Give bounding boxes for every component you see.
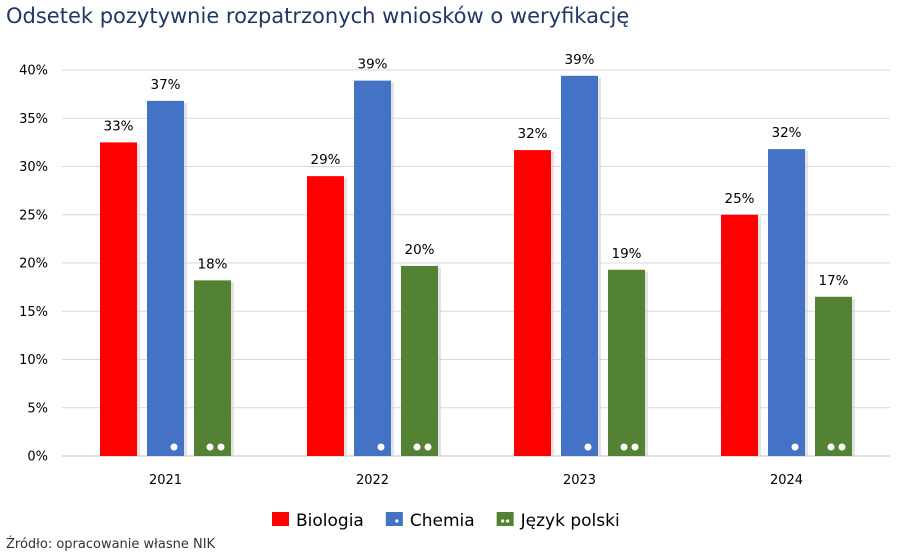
legend-swatch [385, 512, 403, 526]
x-tick-label: 2021 [149, 473, 182, 488]
bar-biologia [721, 214, 758, 456]
legend-pattern-dot [506, 519, 510, 523]
bar-pattern-dot [838, 443, 846, 451]
legend-swatch [272, 512, 289, 526]
data-label: 19% [611, 246, 641, 262]
bar-język-polski [815, 296, 852, 456]
legend-label: Biologia [296, 511, 364, 531]
data-label: 39% [564, 52, 594, 68]
data-label: 20% [404, 242, 434, 258]
data-label: 33% [103, 118, 133, 134]
bar-biologia [307, 176, 344, 456]
data-label: 18% [197, 256, 227, 272]
data-label: 39% [357, 57, 387, 73]
bar-pattern-dot [584, 443, 592, 451]
bar-pattern-dot [620, 443, 628, 451]
bar-chemia [561, 75, 598, 456]
y-tick-label: 25% [19, 208, 48, 223]
bar-pattern-dot [424, 443, 432, 451]
legend-pattern-dot [395, 519, 399, 523]
bar-pattern-dot [791, 443, 799, 451]
bar-chemia [147, 100, 184, 456]
bar-język-polski [194, 280, 231, 456]
bar-pattern-dot [206, 443, 214, 451]
y-tick-label: 10% [19, 353, 48, 368]
bar-biologia [514, 150, 551, 456]
y-tick-label: 40% [19, 64, 48, 79]
y-tick-label: 0% [27, 450, 48, 465]
y-tick-label: 15% [19, 305, 48, 320]
data-label: 32% [771, 125, 801, 141]
chart-title: Odsetek pozytywnie rozpatrzonych wnioskó… [6, 4, 630, 28]
bar-chemia [354, 80, 391, 457]
data-label: 25% [724, 191, 754, 207]
bar-pattern-dot [170, 443, 178, 451]
source-note: Źródło: opracowanie własne NIK [6, 537, 216, 552]
x-tick-label: 2024 [770, 473, 803, 488]
bar-biologia [100, 142, 137, 456]
y-tick-label: 20% [19, 257, 48, 272]
bar-język-polski [608, 269, 645, 456]
bar-pattern-dot [413, 443, 421, 451]
x-tick-label: 2023 [563, 473, 596, 488]
data-label: 37% [150, 77, 180, 93]
legend-swatch [496, 512, 514, 526]
bar-pattern-dot [827, 443, 835, 451]
legend-label: Język polski [520, 511, 620, 531]
bar-język-polski [401, 265, 438, 456]
data-label: 17% [818, 273, 848, 289]
legend-pattern-dot [501, 519, 505, 523]
bar-pattern-dot [377, 443, 385, 451]
legend-label: Chemia [410, 511, 475, 531]
bar-pattern-dot [217, 443, 225, 451]
y-tick-label: 35% [19, 112, 48, 127]
bar-pattern-dot [631, 443, 639, 451]
data-label: 32% [517, 126, 547, 142]
y-tick-label: 30% [19, 160, 48, 175]
y-tick-label: 5% [27, 401, 48, 416]
x-tick-label: 2022 [356, 473, 389, 488]
data-label: 29% [310, 152, 340, 168]
bar-chemia [768, 149, 805, 456]
